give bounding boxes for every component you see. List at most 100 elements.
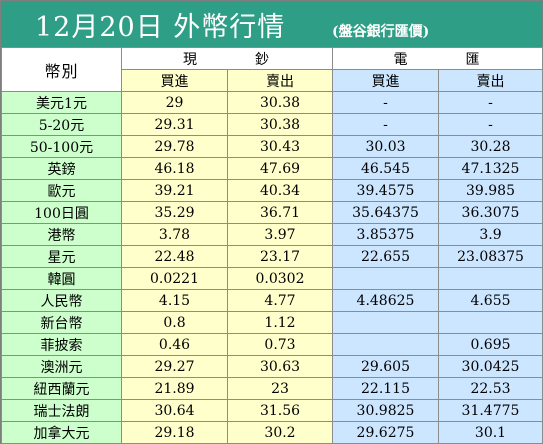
cash-sell-cell: 0.73 <box>227 333 333 356</box>
wire-sell-cell: 3.9 <box>438 223 543 246</box>
wire-sell-cell <box>438 267 543 290</box>
wire-sell-cell: 30.28 <box>438 135 543 158</box>
wire-buy-cell: 4.48625 <box>332 289 439 312</box>
cash-buy-cell: 29.31 <box>121 113 228 136</box>
header-row-sub: 買進 賣出 買進 賣出 <box>2 69 543 92</box>
wire-buy-cell: 3.85375 <box>332 223 439 246</box>
wire-sell-cell: 30.0425 <box>438 355 543 378</box>
wire-group-header: 電匯 <box>332 47 543 70</box>
wire-sell-cell: 22.53 <box>438 377 543 400</box>
cash-buy-cell: 0.46 <box>121 333 228 356</box>
cash-sell-cell: 30.2 <box>227 421 333 444</box>
page-title: 12月20日 外幣行情 <box>35 12 286 43</box>
currency-header: 幣別 <box>1 47 122 92</box>
wire-buy-cell: 35.64375 <box>332 201 439 224</box>
cash-sell-cell: 30.63 <box>227 355 333 378</box>
currency-name-cell: 歐元 <box>1 179 122 202</box>
exchange-rate-table: 幣別 現鈔 電匯 買進 賣出 買進 賣出 美元1元 29 30.38- -5-20元 2… <box>1 47 543 444</box>
wire-buy-cell <box>332 267 439 290</box>
cash-buy-cell: 22.48 <box>121 245 228 268</box>
cash-sell-cell: 30.43 <box>227 135 333 158</box>
cash-buy-header: 買進 <box>121 69 228 92</box>
wire-buy-cell: 39.4575 <box>332 179 439 202</box>
wire-sell-cell: 47.1325 <box>438 157 543 180</box>
wire-sell-cell: 31.4775 <box>438 399 543 422</box>
wire-header-char-2: 匯 <box>465 51 482 68</box>
currency-name-cell: 菲披索 <box>1 333 122 356</box>
currency-name-cell: 星元 <box>1 245 122 268</box>
currency-name-cell: 瑞士法朗 <box>1 399 122 422</box>
header-row-groups: 幣別 現鈔 電匯 <box>1 47 543 92</box>
cash-sell-cell: 30.38 <box>227 91 333 114</box>
wire-buy-cell: - <box>332 113 439 136</box>
table-row: 港幣 3.78 3.97 3.85375 3.9 <box>1 223 543 246</box>
cash-sell-cell: 31.56 <box>227 399 333 422</box>
currency-name-cell: 50-100元 <box>1 135 122 158</box>
wire-buy-cell: 30.9825 <box>332 399 439 422</box>
cash-buy-cell: 29.27 <box>121 355 228 378</box>
table-row: 英鎊 46.18 47.69 46.545 47.1325 <box>1 157 543 180</box>
wire-buy-cell <box>332 311 439 334</box>
cash-buy-cell: 29 <box>121 91 228 114</box>
table-row: 紐西蘭元 21.89 23 22.115 22.53 <box>1 377 543 400</box>
cash-sell-cell: 4.77 <box>227 289 333 312</box>
wire-buy-cell: - <box>332 91 439 114</box>
cash-buy-cell: 3.78 <box>121 223 228 246</box>
wire-buy-cell: 22.655 <box>332 245 439 268</box>
cash-buy-cell: 46.18 <box>121 157 228 180</box>
table-row: 韓圓 0.0221 0.0302 <box>1 267 543 290</box>
cash-buy-cell: 21.89 <box>121 377 228 400</box>
cash-sell-cell: 1.12 <box>227 311 333 334</box>
table-row: 50-100元 29.78 30.43 30.03 30.28 <box>1 135 543 158</box>
table-row: 5-20元 29.31 30.38- - <box>1 113 543 136</box>
wire-sell-cell: 30.1 <box>438 421 543 444</box>
cash-sell-cell: 36.71 <box>227 201 333 224</box>
wire-sell-cell: 39.985 <box>438 179 543 202</box>
cash-sell-cell: 0.0302 <box>227 267 333 290</box>
table-row: 新台幣 0.8 1.12 <box>1 311 543 334</box>
currency-name-cell: 加拿大元 <box>1 421 122 444</box>
wire-buy-cell: 29.6275 <box>332 421 439 444</box>
wire-buy-cell: 29.605 <box>332 355 439 378</box>
currency-name-cell: 5-20元 <box>1 113 122 136</box>
wire-buy-cell: 22.115 <box>332 377 439 400</box>
cash-sell-cell: 47.69 <box>227 157 333 180</box>
wire-header-char-1: 電 <box>393 51 410 68</box>
cash-sell-cell: 3.97 <box>227 223 333 246</box>
cash-sell-cell: 23 <box>227 377 333 400</box>
currency-name-cell: 港幣 <box>1 223 122 246</box>
cash-buy-cell: 35.29 <box>121 201 228 224</box>
wire-sell-cell: - <box>438 113 543 136</box>
rate-rows: 美元1元 29 30.38- -5-20元 29.31 30.38- -50-100元 29.… <box>1 91 543 444</box>
currency-name-cell: 美元1元 <box>1 91 122 114</box>
table-row: 瑞士法朗 30.64 31.56 30.9825 31.4775 <box>1 399 543 422</box>
table-row: 100日圓 35.29 36.71 35.64375 36.3075 <box>1 201 543 224</box>
cash-sell-header: 賣出 <box>227 69 333 92</box>
wire-sell-cell <box>438 311 543 334</box>
wire-buy-cell <box>332 333 439 356</box>
cash-buy-cell: 0.8 <box>121 311 228 334</box>
wire-sell-header: 賣出 <box>438 69 543 92</box>
cash-group-header: 現鈔 <box>121 47 333 70</box>
wire-sell-cell: 0.695 <box>438 333 543 356</box>
wire-buy-cell: 46.545 <box>332 157 439 180</box>
cash-buy-cell: 30.64 <box>121 399 228 422</box>
wire-sell-cell: 36.3075 <box>438 201 543 224</box>
table-row: 菲披索 0.46 0.73 0.695 <box>1 333 543 356</box>
cash-sell-cell: 23.17 <box>227 245 333 268</box>
wire-buy-cell: 30.03 <box>332 135 439 158</box>
table-row: 澳洲元 29.27 30.63 29.605 30.0425 <box>1 355 543 378</box>
cash-header-char-2: 鈔 <box>255 51 271 68</box>
wire-sell-cell: 4.655 <box>438 289 543 312</box>
currency-name-cell: 紐西蘭元 <box>1 377 122 400</box>
cash-sell-cell: 40.34 <box>227 179 333 202</box>
cash-buy-cell: 29.78 <box>121 135 228 158</box>
table-row: 歐元 39.21 40.34 39.4575 39.985 <box>1 179 543 202</box>
currency-name-cell: 人民幣 <box>1 289 122 312</box>
cash-buy-cell: 29.18 <box>121 421 228 444</box>
wire-sell-cell: - <box>438 91 543 114</box>
table-row: 美元1元 29 30.38- - <box>1 91 543 114</box>
title-bar: 12月20日 外幣行情 (盤谷銀行匯價) <box>1 1 542 47</box>
cash-buy-cell: 4.15 <box>121 289 228 312</box>
